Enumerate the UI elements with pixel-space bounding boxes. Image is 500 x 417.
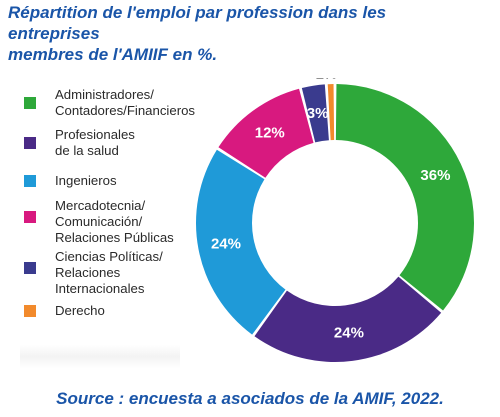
donut-slice-derecho xyxy=(327,84,335,141)
legend-label-profesionales-salud: Profesionales de la salud xyxy=(55,127,135,159)
legend-swatch-derecho xyxy=(24,305,36,317)
legend-label-mercadotecnia: Mercadotecnia/ Comunicación/ Relaciones … xyxy=(55,198,174,246)
legend-swatch-profesionales-salud xyxy=(24,137,36,149)
legend-label-line: Administradores/ xyxy=(55,87,154,102)
donut-slice-ciencias-politicas xyxy=(301,84,329,143)
legend-label-line: Profesionales xyxy=(55,127,135,142)
legend-label-line: Mercadotecnia/ xyxy=(55,198,146,213)
legend-label-line: Comunicación/ xyxy=(55,214,143,229)
legend-swatch-ingenieros xyxy=(24,175,36,187)
legend-label-line: Internacionales xyxy=(55,281,145,296)
donut-slice-ingenieros xyxy=(195,149,286,335)
legend-swatch-mercadotecnia xyxy=(24,211,36,223)
legend-label-line: Ciencias Políticas/ xyxy=(55,249,163,264)
legend-swatch-ciencias-politicas xyxy=(24,262,36,274)
legend-label-line: Relaciones xyxy=(55,265,121,280)
legend-label-ciencias-politicas: Ciencias Políticas/ Relaciones Internaci… xyxy=(55,249,163,297)
donut-slice-profesionales-salud xyxy=(254,276,442,362)
legend-label-line: Relaciones Públicas xyxy=(55,230,174,245)
donut-label-mercadotecnia: 12% xyxy=(255,125,285,142)
donut-chart: 36% 24% 24% 12% 3% 1% xyxy=(190,78,480,368)
donut-slice-mercadotecnia xyxy=(218,88,314,178)
donut-chart-svg: 36% 24% 24% 12% 3% 1% xyxy=(195,78,474,362)
source-note: Source : encuesta a asociados de la AMIF… xyxy=(56,389,444,408)
donut-slice-administradores xyxy=(335,84,474,311)
donut-label-derecho: 1% xyxy=(315,78,337,83)
legend-label-derecho: Derecho xyxy=(55,303,105,319)
decorative-shadow xyxy=(20,345,180,369)
chart-title-line-2: membres de l'AMIIF en %. xyxy=(8,45,218,64)
legend-label-line: Ingenieros xyxy=(55,173,117,188)
legend-swatch-administradores xyxy=(24,97,36,109)
donut-label-ciencias-politicas: 3% xyxy=(307,105,329,122)
legend-label-administradores: Administradores/ Contadores/Financieros xyxy=(55,87,195,119)
donut-label-ingenieros: 24% xyxy=(211,235,241,252)
legend-label-line: Contadores/Financieros xyxy=(55,103,196,118)
chart-title: Répartition de l'emploi par profession d… xyxy=(8,2,478,65)
donut-label-profesionales-salud: 24% xyxy=(334,325,364,342)
legend-label-line: de la salud xyxy=(55,143,119,158)
donut-label-administradores: 36% xyxy=(420,167,450,184)
legend-label-line: Derecho xyxy=(55,303,105,318)
legend-label-ingenieros: Ingenieros xyxy=(55,173,117,189)
chart-title-line-1: Répartition de l'emploi par profession d… xyxy=(8,3,387,43)
